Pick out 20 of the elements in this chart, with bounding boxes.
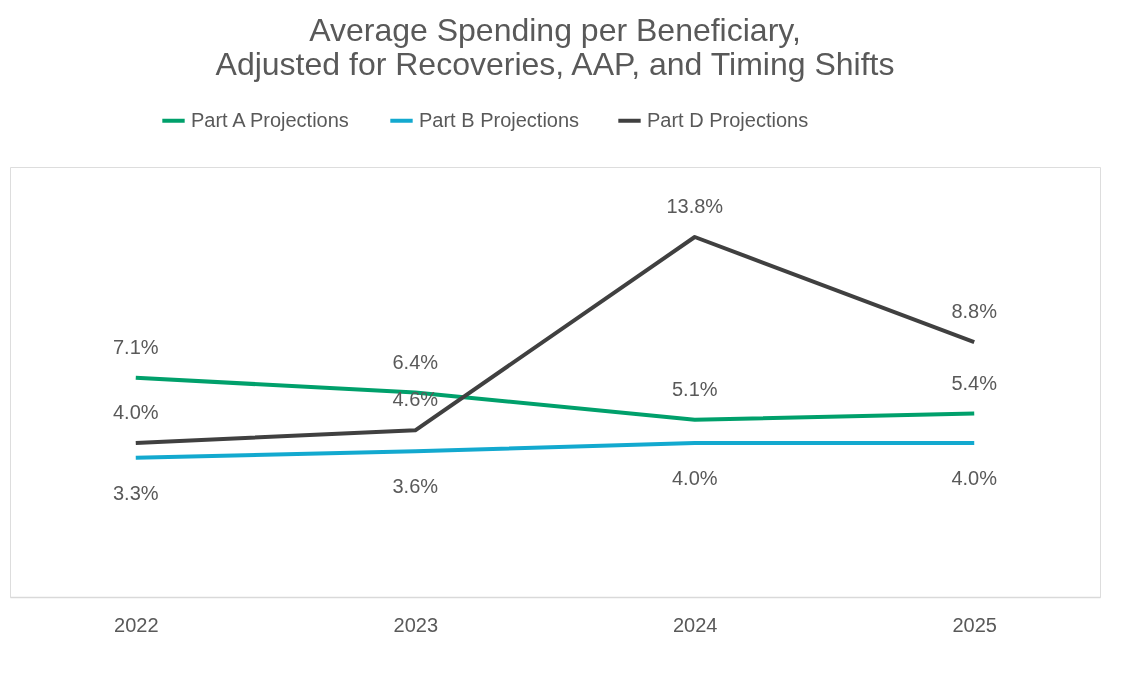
x-tick-label: 2022: [114, 613, 159, 636]
x-tick-label: 2025: [952, 613, 997, 636]
legend-label: Part D Projections: [647, 108, 809, 131]
data-label: 3.3%: [112, 481, 159, 504]
data-label: 5.4%: [951, 371, 998, 394]
legend-label: Part B Projections: [419, 108, 580, 131]
data-label: 4.6%: [392, 388, 439, 411]
data-label: 13.8%: [666, 195, 724, 217]
chart-title: Average Spending per Beneficiary, Adjusted for Recoveries, AAP, and Timing Shifts: [215, 12, 895, 82]
x-tick-label: 2024: [672, 613, 718, 636]
data-label: 4.0%: [112, 400, 159, 423]
data-label: 4.0%: [951, 466, 998, 489]
data-label: 7.1%: [112, 335, 159, 358]
data-label: 4.0%: [671, 466, 718, 489]
legend-label: Part A Projections: [191, 108, 349, 131]
x-tick-label: 2023: [393, 613, 439, 636]
data-label: 6.4%: [392, 350, 439, 373]
data-label: 5.1%: [671, 377, 718, 400]
data-label: 3.6%: [392, 475, 439, 498]
data-label: 8.8%: [951, 300, 998, 323]
